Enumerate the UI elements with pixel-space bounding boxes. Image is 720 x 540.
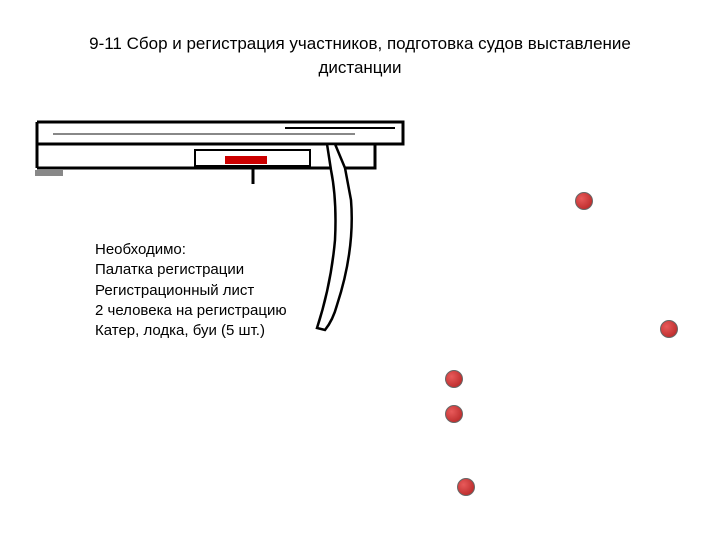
buoy-icon <box>445 370 463 388</box>
buoy-icon <box>445 405 463 423</box>
buoy-icon <box>660 320 678 338</box>
title-line2: дистанции <box>318 58 401 77</box>
buoy-icon <box>457 478 475 496</box>
requirements-item: Палатка регистрации <box>95 260 315 280</box>
requirements-heading: Необходимо: <box>95 240 315 260</box>
buoy-icon <box>575 192 593 210</box>
requirements-item: Регистрационный лист <box>95 281 315 301</box>
page-title: 9-11 Сбор и регистрация участников, подг… <box>40 32 680 80</box>
requirements-item: Катер, лодка, буи (5 шт.) <box>95 321 315 341</box>
title-line1: 9-11 Сбор и регистрация участников, подг… <box>89 34 631 53</box>
requirements-item: 2 человека на регистрацию <box>95 301 315 321</box>
requirements-block: Необходимо: Палатка регистрации Регистра… <box>95 240 315 341</box>
